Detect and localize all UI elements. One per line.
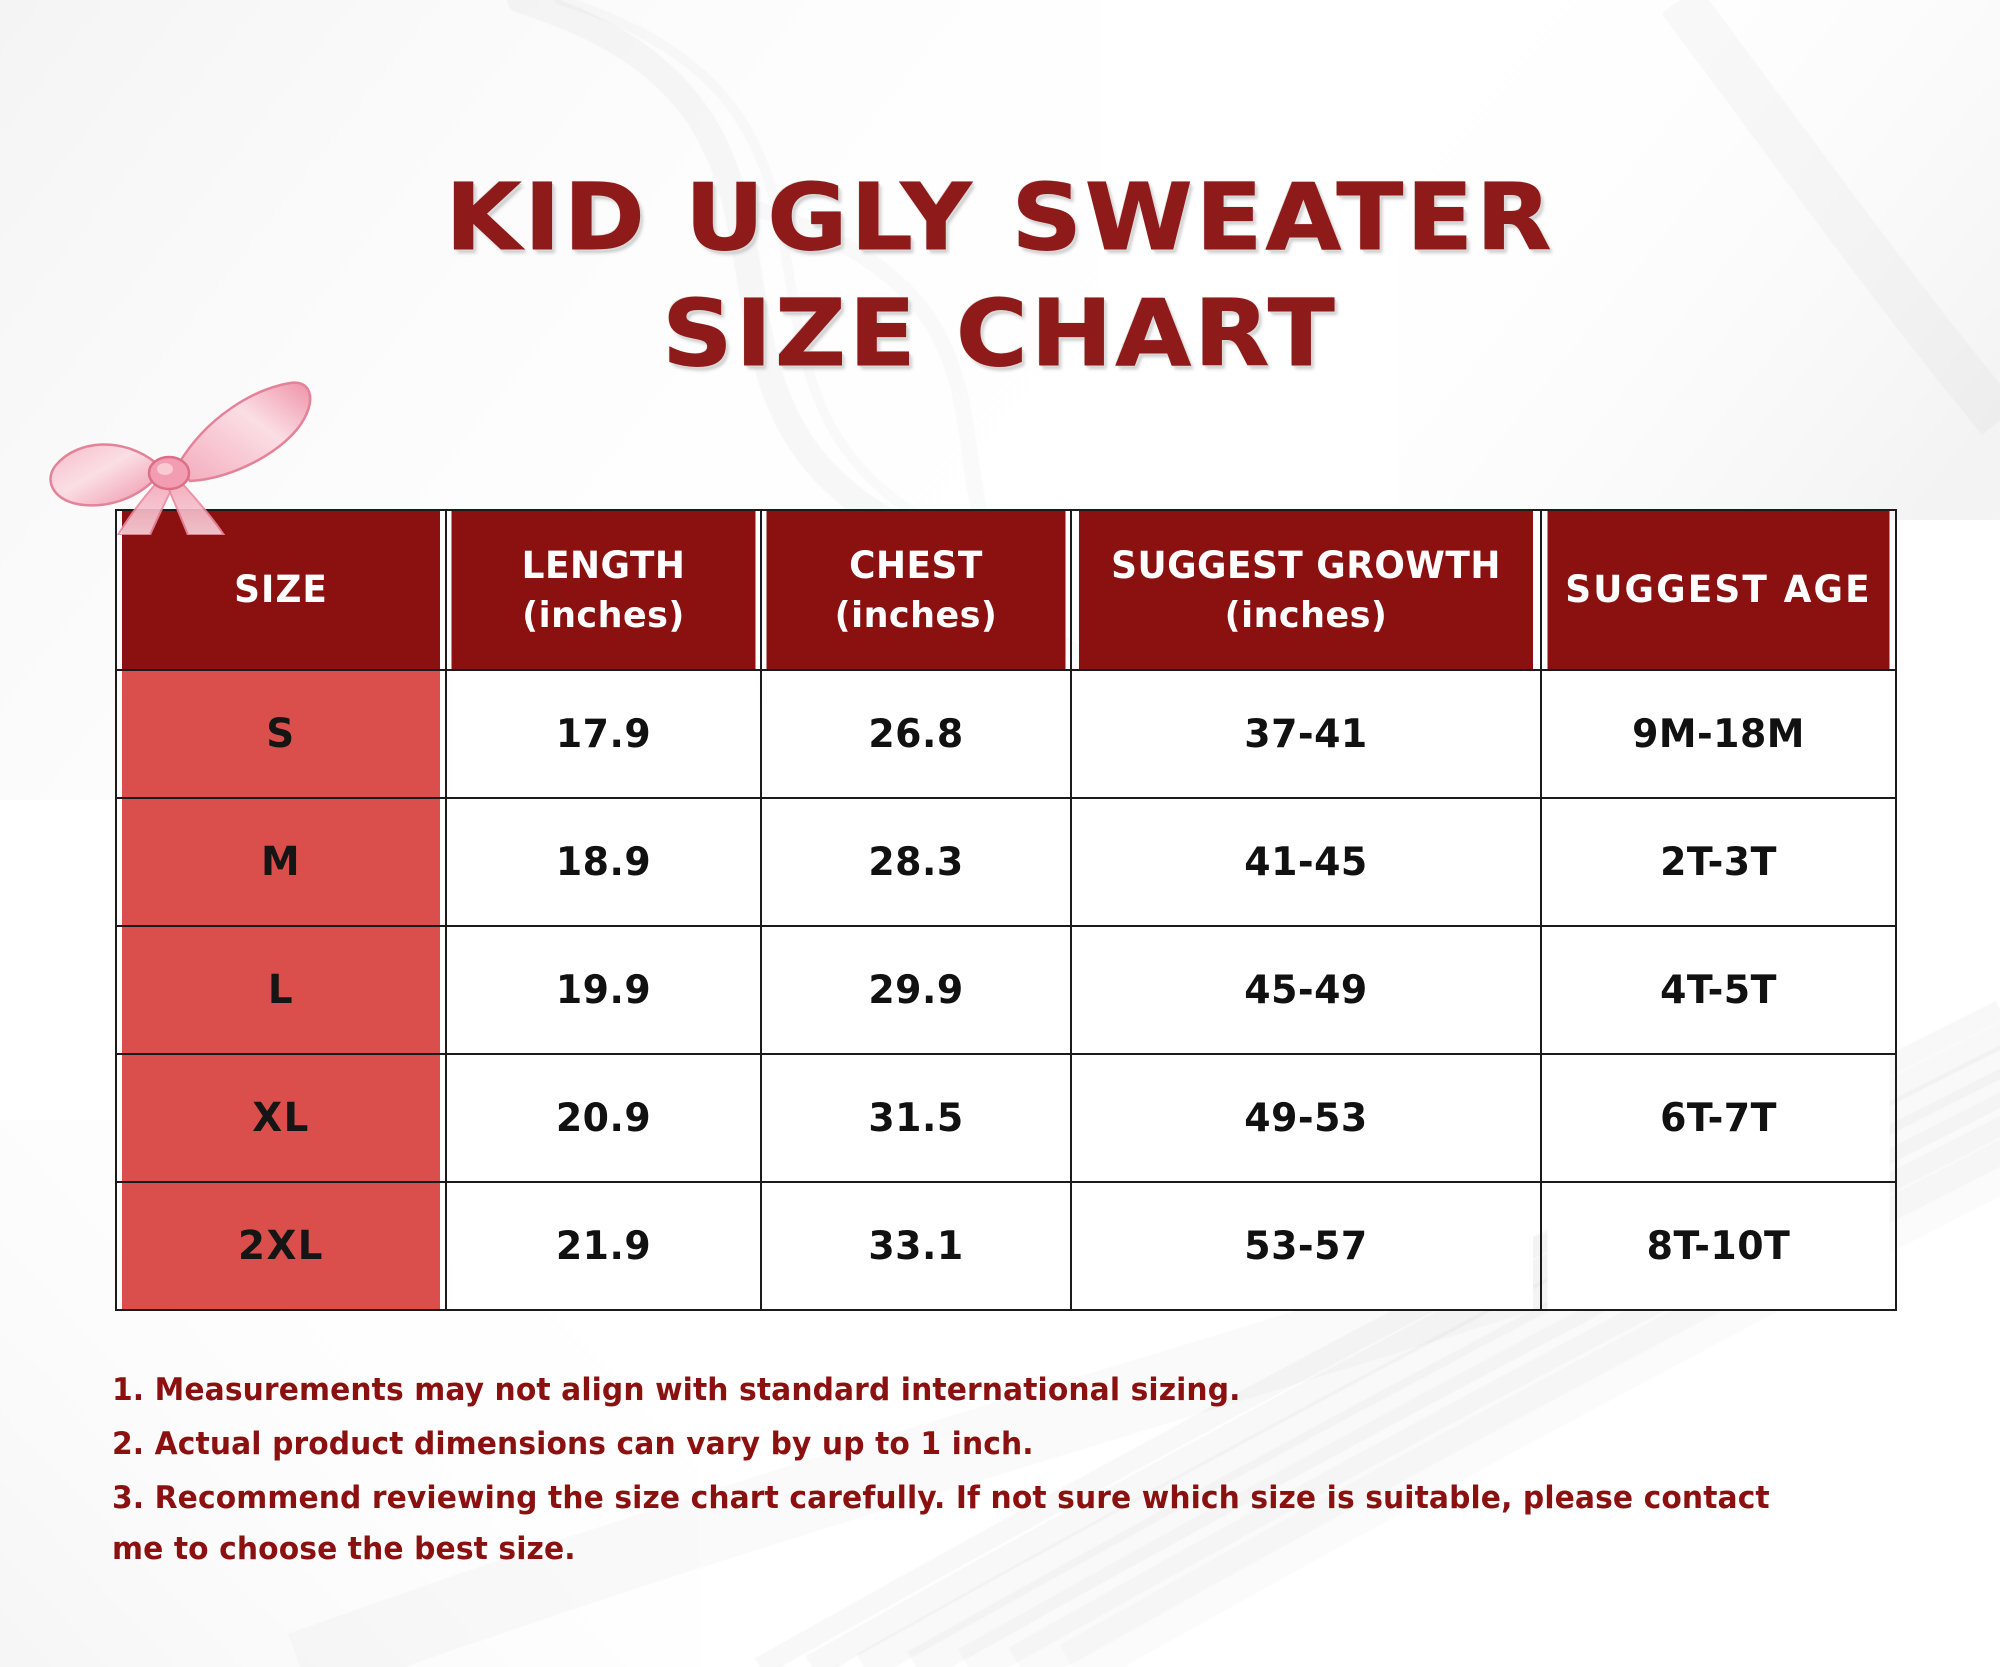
column-header-chest-label: CHEST (849, 543, 983, 587)
cell-age: 9M-18M (1545, 669, 1892, 799)
column-header-suggest-age-label: SUGGEST AGE (1565, 568, 1872, 612)
cell-length: 18.9 (449, 797, 758, 927)
cell-growth: 37-41 (1077, 669, 1535, 799)
size-chart-table-wrapper: SIZE LENGTH (inches) CHEST (inches) SUGG… (115, 509, 1895, 1311)
cell-chest: 29.9 (764, 925, 1068, 1055)
cell-size: XL (119, 1053, 443, 1183)
cell-length: 21.9 (449, 1181, 758, 1311)
cell-chest: 33.1 (764, 1181, 1068, 1311)
note-item: 3. Recommend reviewing the size chart ca… (112, 1480, 1770, 1567)
cell-growth: 45-49 (1077, 925, 1535, 1055)
cell-chest: 28.3 (764, 797, 1068, 927)
cell-chest: 31.5 (764, 1053, 1068, 1183)
table-header-row: SIZE LENGTH (inches) CHEST (inches) SUGG… (116, 509, 1896, 671)
cell-age: 8T-10T (1545, 1181, 1892, 1311)
cell-growth: 41-45 (1077, 797, 1535, 927)
cell-age: 6T-7T (1545, 1053, 1892, 1183)
column-header-size-label: SIZE (234, 568, 328, 612)
column-header-size: SIZE (119, 509, 443, 671)
table-row: S 17.9 26.8 37-41 9M-18M (116, 669, 1896, 799)
table-row: 2XL 21.9 33.1 53-57 8T-10T (116, 1181, 1896, 1311)
column-header-suggest-growth-unit: (inches) (1224, 594, 1388, 636)
cell-size: S (119, 669, 443, 799)
cell-growth: 49-53 (1077, 1053, 1535, 1183)
cell-chest: 26.8 (764, 669, 1068, 799)
table-row: XL 20.9 31.5 49-53 6T-7T (116, 1053, 1896, 1183)
column-header-chest-unit: (inches) (834, 594, 998, 636)
cell-size: 2XL (119, 1181, 443, 1311)
column-header-length-unit: (inches) (522, 594, 685, 636)
column-header-suggest-growth: SUGGEST GROWTH (inches) (1077, 509, 1535, 671)
cell-length: 19.9 (449, 925, 758, 1055)
column-header-chest: CHEST (inches) (764, 509, 1068, 671)
cell-size: L (119, 925, 443, 1055)
cell-growth: 53-57 (1077, 1181, 1535, 1311)
title-line-1: KID UGLY SWEATER (445, 164, 1555, 271)
cell-size: M (119, 797, 443, 927)
column-header-length-label: LENGTH (521, 543, 686, 587)
table-body: S 17.9 26.8 37-41 9M-18M M 18.9 28.3 41-… (116, 669, 1896, 1311)
cell-age: 4T-5T (1545, 925, 1892, 1055)
title-line-2: SIZE CHART (662, 280, 1338, 387)
column-header-suggest-age: SUGGEST AGE (1545, 509, 1892, 671)
cell-length: 20.9 (449, 1053, 758, 1183)
cell-length: 17.9 (449, 669, 758, 799)
note-item: 2. Actual product dimensions can vary by… (112, 1426, 1034, 1463)
table-row: L 19.9 29.9 45-49 4T-5T (116, 925, 1896, 1055)
column-header-suggest-growth-label: SUGGEST GROWTH (1111, 543, 1501, 587)
notes-block: 1. Measurements may not align with stand… (112, 1365, 1830, 1578)
page-title: KID UGLY SWEATER SIZE CHART (0, 164, 2000, 387)
column-header-length: LENGTH (inches) (449, 509, 758, 671)
note-item: 1. Measurements may not align with stand… (112, 1372, 1241, 1408)
table-header: SIZE LENGTH (inches) CHEST (inches) SUGG… (116, 509, 1896, 671)
size-chart-table: SIZE LENGTH (inches) CHEST (inches) SUGG… (115, 509, 1897, 1311)
cell-age: 2T-3T (1545, 797, 1892, 927)
table-row: M 18.9 28.3 41-45 2T-3T (116, 797, 1896, 927)
